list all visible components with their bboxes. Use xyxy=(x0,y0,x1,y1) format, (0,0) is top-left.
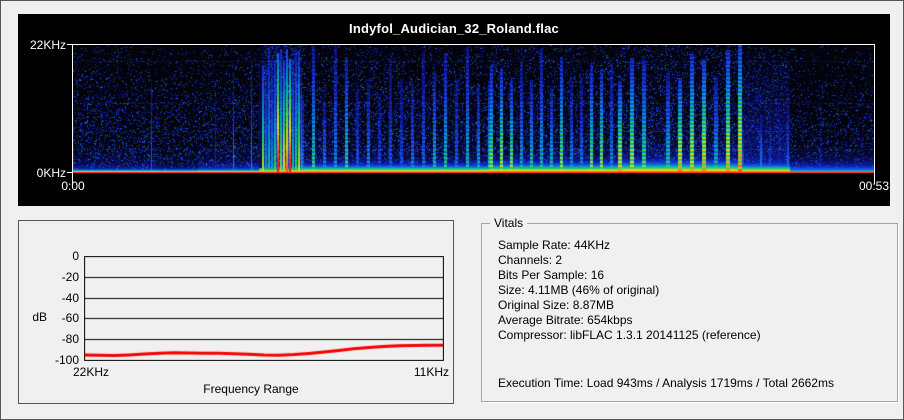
spectrogram-ymax-tick xyxy=(67,44,73,45)
vitals-compressor: Compressor: libFLAC 1.3.1 20141125 (refe… xyxy=(498,328,761,342)
vitals-title: Vitals xyxy=(494,216,524,230)
spectrogram-plot xyxy=(72,44,875,173)
vitals-original-size: Original Size: 8.87MB xyxy=(498,298,615,312)
freq-chart-ytick--100: -100 xyxy=(54,353,79,367)
spectrogram-ymin-label: 0KHz xyxy=(36,166,66,180)
vitals-lines: Sample Rate: 44KHz Channels: 2 Bits Per … xyxy=(482,230,897,343)
vitals-channels: Channels: 2 xyxy=(498,253,563,267)
spectrogram-ymin-tick xyxy=(67,172,73,173)
vitals-sample-rate: Sample Rate: 44KHz xyxy=(498,238,611,252)
freq-chart-ytick--80: -80 xyxy=(61,332,79,346)
vitals-groupbox: Vitals Sample Rate: 44KHz Channels: 2 Bi… xyxy=(481,216,898,402)
spectrogram-title: Indyfol_Audician_32_Roland.flac xyxy=(349,21,559,36)
spectrogram-canvas xyxy=(73,45,874,173)
freq-chart-xmin-label: 22KHz xyxy=(73,365,110,379)
spectrogram-time-end-tick xyxy=(874,173,875,184)
spectrogram-time-end-label: 00:53 xyxy=(858,179,890,193)
spectrogram-ymax-label: 22KHz xyxy=(29,38,66,52)
vitals-size: Size: 4.11MB (46% of original) xyxy=(498,283,660,297)
vitals-average-bitrate: Average Bitrate: 654kbps xyxy=(498,313,633,327)
freq-chart-ytick--60: -60 xyxy=(61,311,79,325)
freq-chart-ylabel: dB xyxy=(32,310,47,324)
freq-chart-xlabel: Frequency Range xyxy=(203,382,299,396)
vitals-execution-time: Execution Time: Load 943ms / Analysis 17… xyxy=(498,376,834,390)
freq-chart-canvas xyxy=(84,256,444,361)
spectrogram-time-start-tick xyxy=(72,173,73,184)
vitals-bits-per-sample: Bits Per Sample: 16 xyxy=(498,268,605,282)
freq-chart-ytick-0: 0 xyxy=(72,249,79,263)
spectrogram-time-start-label: 0:00 xyxy=(61,179,85,193)
frequency-range-panel: 0 -20 -40 -60 -80 -100 dB 22KHz 11KHz Frequen… xyxy=(18,220,454,404)
freq-chart-ytick--40: -40 xyxy=(61,291,79,305)
spectrogram-panel: Indyfol_Audician_32_Roland.flac 22KHz 0K… xyxy=(18,14,890,206)
freq-chart-xmax-label: 11KHz xyxy=(413,365,449,379)
freq-chart-ytick--20: -20 xyxy=(61,270,79,284)
